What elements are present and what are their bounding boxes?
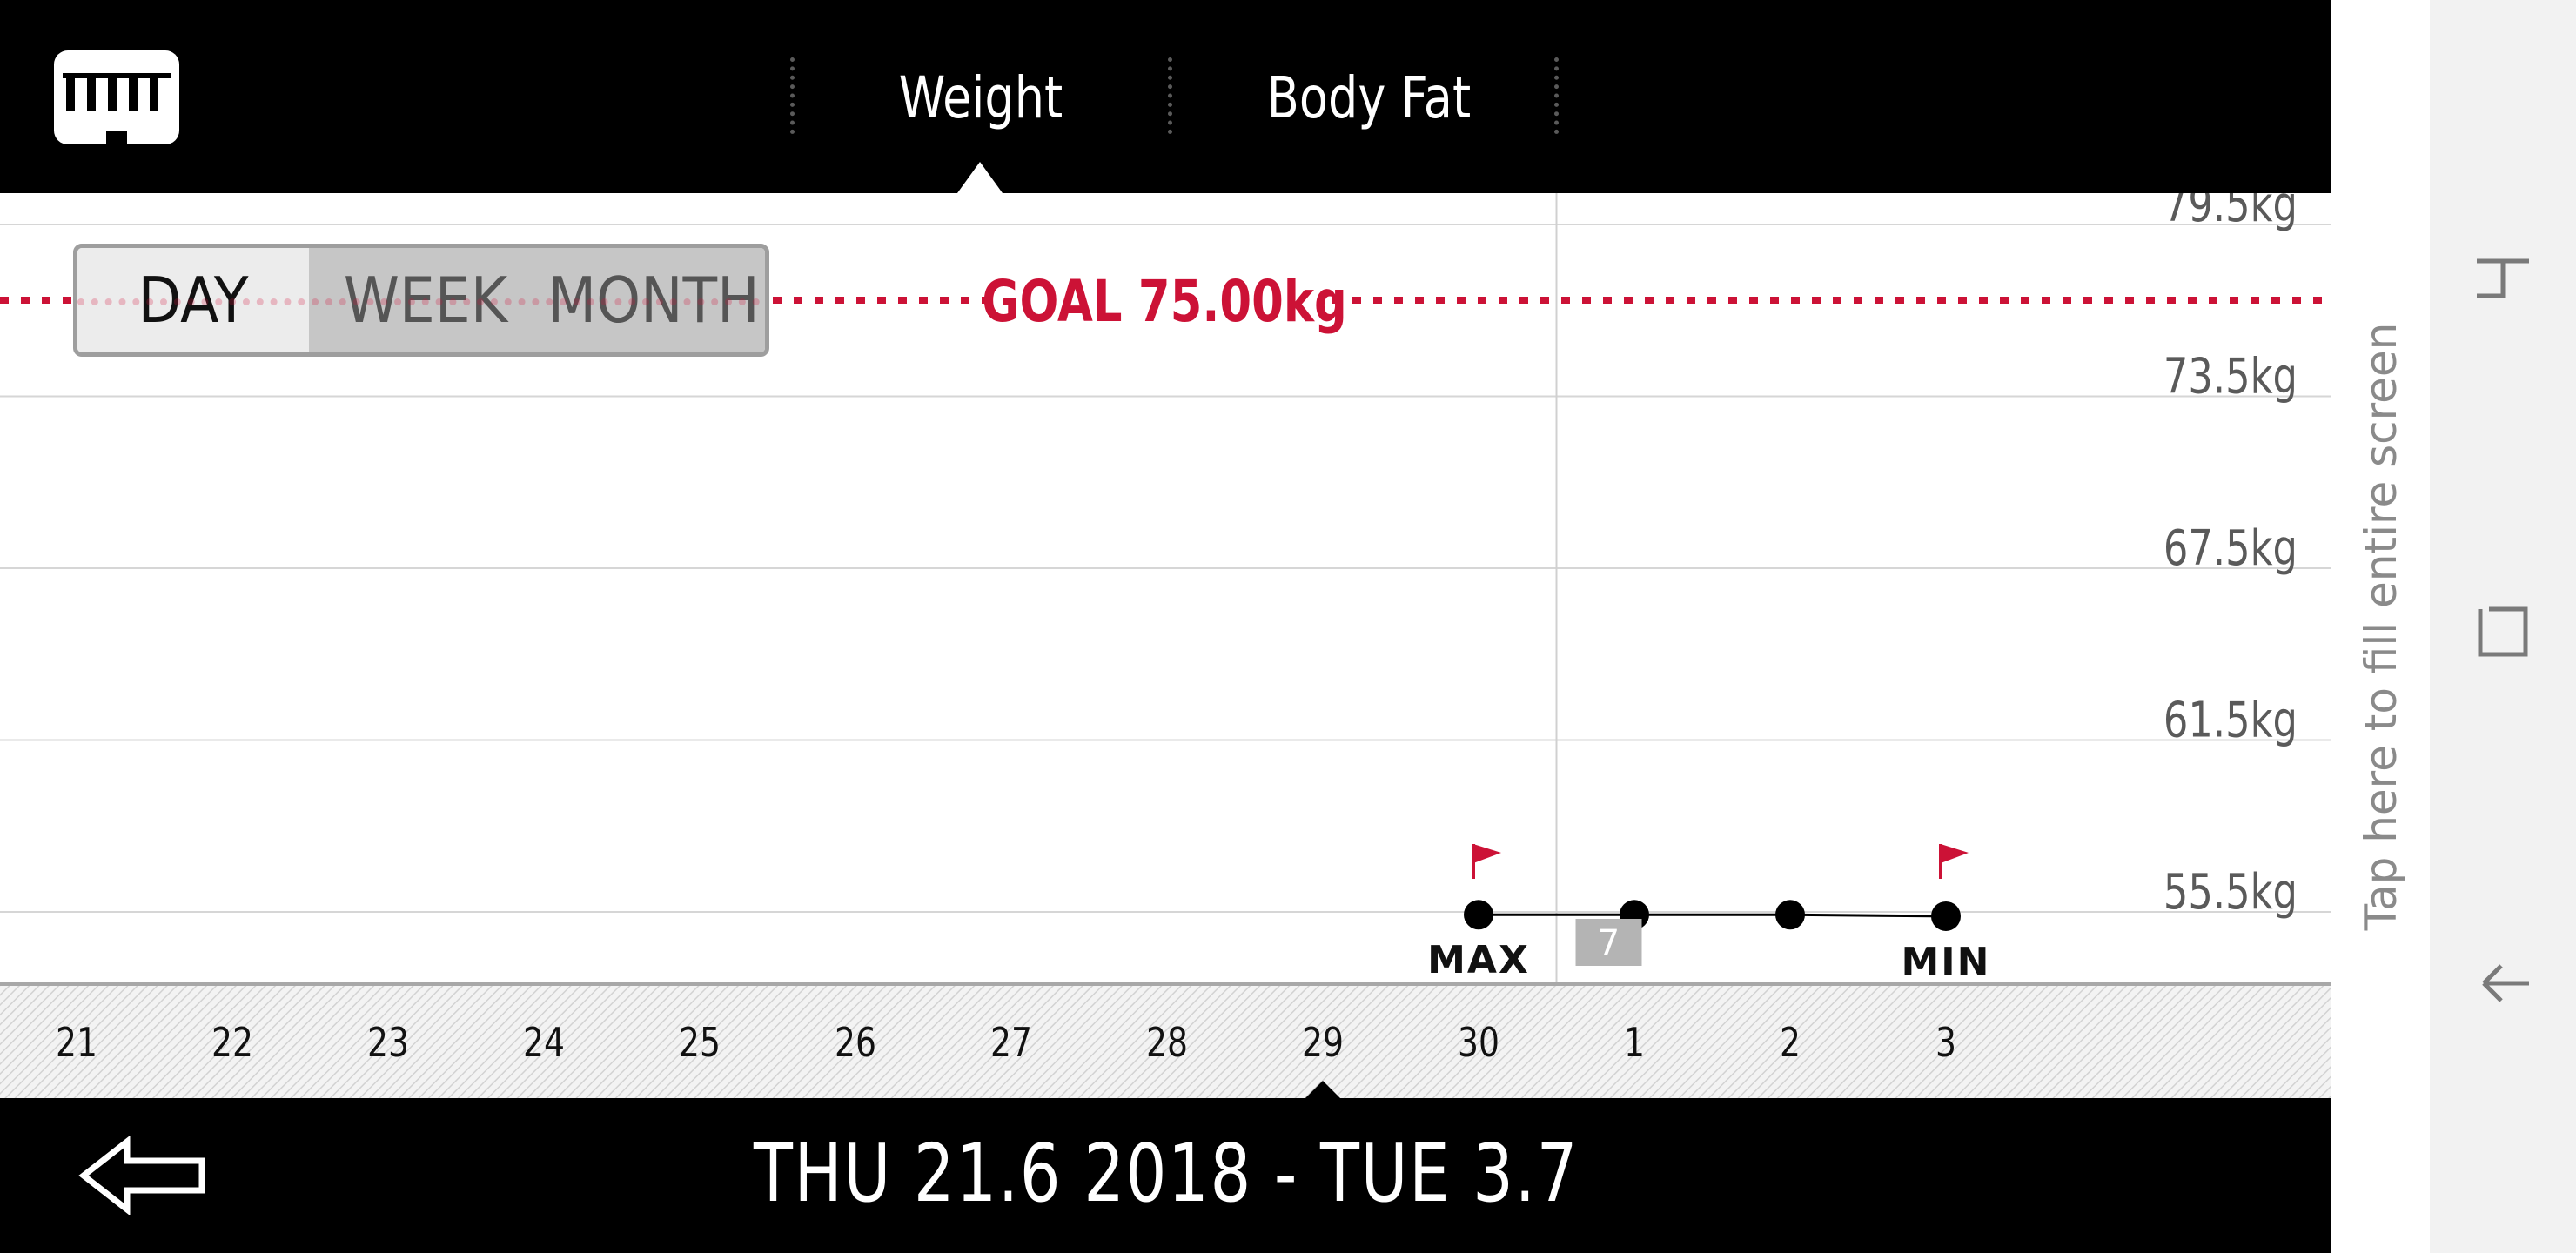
date-range-label: THU 21.6 2018 - TUE 3.7 2018 xyxy=(753,1127,1580,1253)
x-tick-label: 30 xyxy=(1458,1019,1499,1066)
tab-body-fat[interactable]: Body Fat xyxy=(1266,64,1472,131)
tab-separator xyxy=(790,57,795,134)
y-tick-label: 55.5kg xyxy=(2163,863,2298,920)
month-badge-label: 7 xyxy=(1598,923,1620,963)
x-tick-label: 26 xyxy=(835,1019,876,1066)
back-icon[interactable] xyxy=(2459,938,2546,1025)
y-tick-label: 73.5kg xyxy=(2163,348,2298,405)
month-badge xyxy=(1575,919,1642,966)
min-flag-icon xyxy=(1941,844,1969,863)
y-tick-label: 67.5kg xyxy=(2163,519,2298,576)
x-tick-label: 3 xyxy=(1935,1019,1956,1066)
data-point xyxy=(1464,900,1493,930)
max-label: MAX xyxy=(1427,938,1530,982)
y-tick-label: 79.5kg xyxy=(2163,193,2298,232)
period-day-button[interactable]: DAY xyxy=(77,248,309,352)
home-icon[interactable] xyxy=(2459,588,2546,675)
navigation-bar xyxy=(2430,0,2576,1253)
x-tick-label: 28 xyxy=(1146,1019,1188,1066)
period-month-button[interactable]: MONTH xyxy=(542,248,765,352)
tab-separator xyxy=(1554,57,1559,134)
weight-chart-svg: 21 22 23 24 25 26 27 28 29 30 1 2 3 GOAL 75.00kg 7MA… xyxy=(0,193,2331,1098)
tab-weight[interactable]: Weight xyxy=(898,64,1063,131)
max-flag-icon xyxy=(1473,844,1501,863)
top-bar: Weight Body Fat xyxy=(0,0,2331,193)
x-tick-label: 24 xyxy=(523,1019,565,1066)
weight-series-line xyxy=(1479,913,1947,918)
goal-label: GOAL 75.00kg xyxy=(982,269,1347,335)
min-label: MIN xyxy=(1902,940,1991,984)
data-point xyxy=(1775,900,1805,930)
back-arrow-icon[interactable] xyxy=(78,1136,209,1215)
x-tick-label: 2 xyxy=(1780,1019,1801,1066)
x-tick-label: 25 xyxy=(679,1019,721,1066)
goal-line-overlay xyxy=(77,298,765,305)
period-toggle: DAY WEEK MONTH xyxy=(73,244,769,357)
app-area: Weight Body Fat 21 22 23 24 25 26 27 28 29 30 1 2 3 … xyxy=(0,0,2331,1253)
weight-chart[interactable]: 21 22 23 24 25 26 27 28 29 30 1 2 3 GOAL 75.00kg 7 MA… xyxy=(0,193,2331,1098)
fill-screen-label[interactable]: Tap here to fill entire screen xyxy=(2356,322,2406,931)
bottom-bar: THU 21.6 2018 - TUE 3.7 2018 xyxy=(0,1098,2331,1253)
data-point xyxy=(1931,901,1961,931)
y-tick-label: 61.5kg xyxy=(2163,692,2298,748)
recent-apps-icon[interactable] xyxy=(2459,235,2546,322)
selected-day-pointer xyxy=(1305,1081,1340,1098)
x-tick-label: 21 xyxy=(56,1019,97,1066)
x-axis-band xyxy=(0,983,2331,1098)
fill-screen-panel[interactable] xyxy=(2331,0,2430,1253)
active-tab-indicator xyxy=(957,162,1003,193)
x-tick-label: 27 xyxy=(990,1019,1032,1066)
scale-logo-icon[interactable] xyxy=(54,50,179,144)
x-tick-label: 1 xyxy=(1624,1019,1645,1066)
period-week-button[interactable]: WEEK xyxy=(309,248,542,352)
x-tick-label: 22 xyxy=(211,1019,253,1066)
x-tick-label: 29 xyxy=(1302,1019,1344,1066)
x-tick-label: 23 xyxy=(367,1019,409,1066)
tab-separator xyxy=(1168,57,1172,134)
